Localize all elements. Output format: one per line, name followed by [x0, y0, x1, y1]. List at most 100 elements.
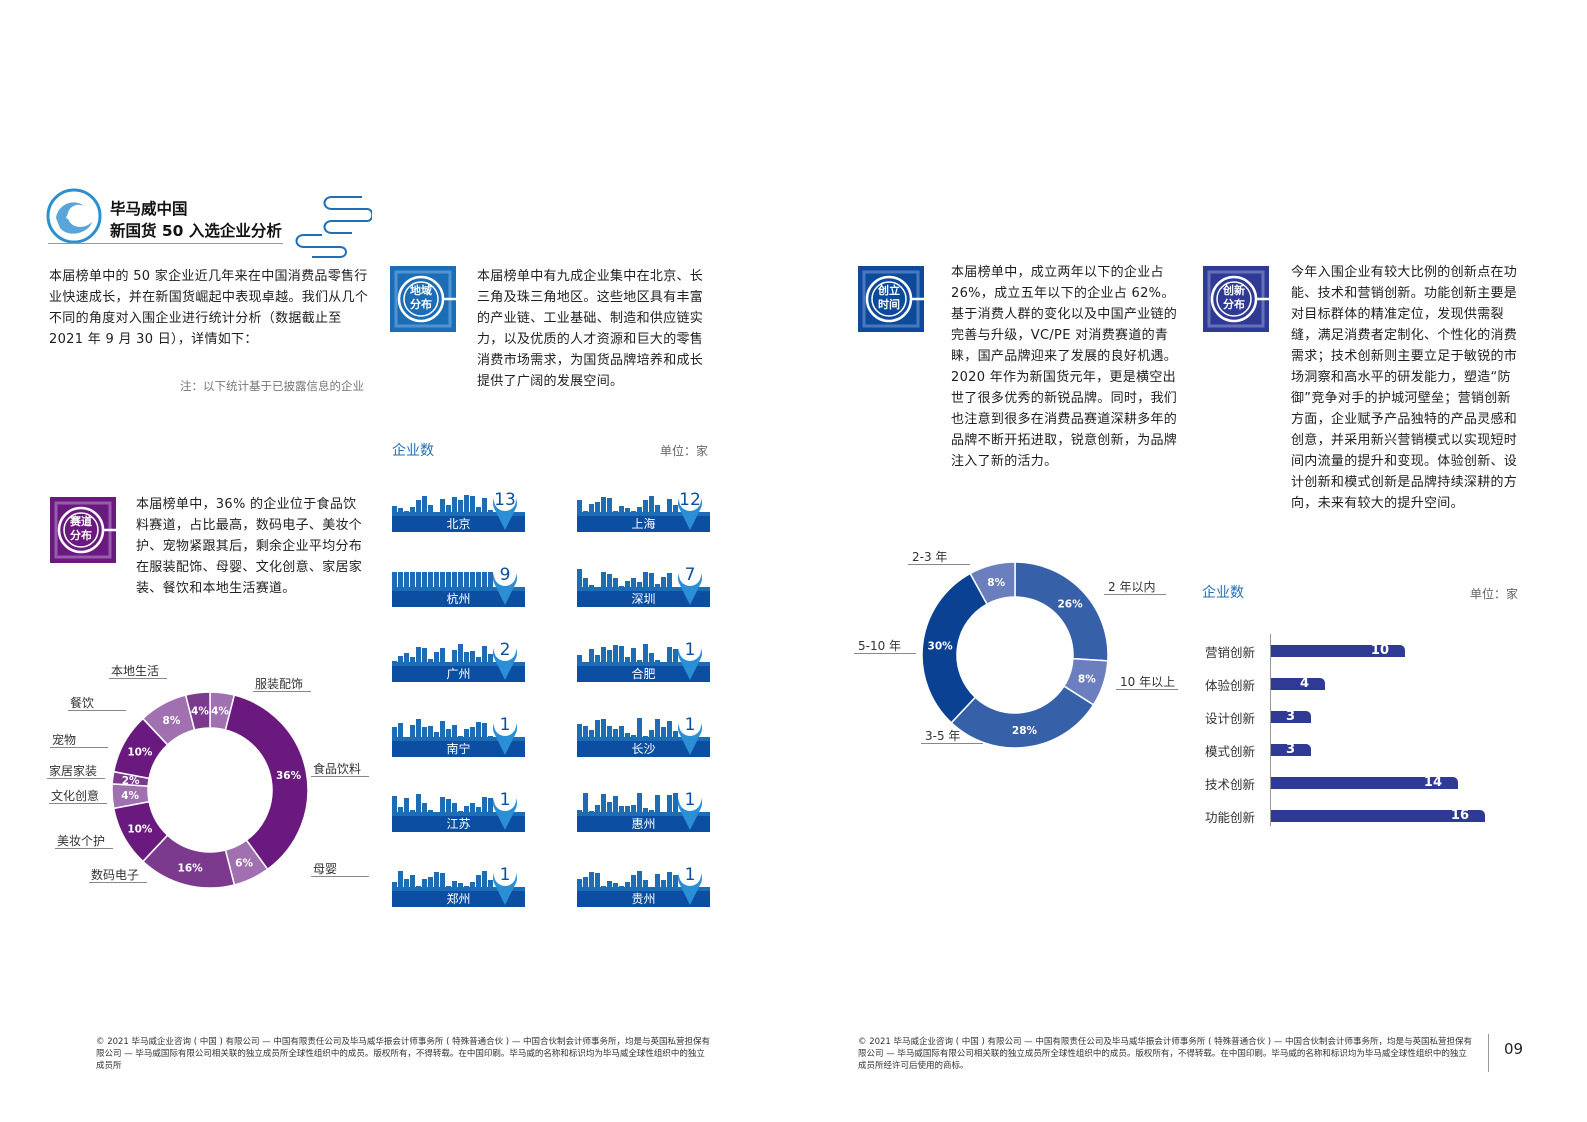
city-skyline: 上海 12 [577, 486, 710, 532]
donut-category-label: 本地生活 [111, 664, 160, 678]
skyline-icon [577, 871, 710, 891]
city-name: 合肥 [577, 666, 710, 682]
donut-slice [184, 691, 211, 731]
city-name: 广州 [392, 666, 525, 682]
city-count: 1 [684, 790, 696, 810]
innovation-chart-title: 企业数 [1202, 585, 1244, 601]
svg-text:30%: 30% [928, 641, 954, 653]
map-pin-icon [493, 789, 517, 830]
innovation-text: 今年入围企业有较大比例的创新点在功能、技术和营销创新。功能创新主要是对目标群体的… [1291, 265, 1518, 511]
skyline-icon [577, 718, 710, 741]
skyline-icon [392, 644, 525, 666]
skyline-icon [392, 794, 525, 816]
city-name: 上海 [577, 516, 710, 532]
city-skyline: 江苏 1 [392, 786, 525, 832]
svg-text:16%: 16% [178, 862, 204, 874]
intro-note: 注：以下统计基于已披露信息的企业 [180, 379, 364, 393]
city-name: 深圳 [577, 591, 710, 607]
donut-category-label: 家居家装 [49, 764, 98, 778]
svg-text:4%: 4% [121, 790, 139, 802]
city-count: 1 [499, 865, 511, 885]
city-name: 北京 [392, 516, 525, 532]
region-badge-line2: 分布 [410, 298, 432, 311]
leader-line [109, 678, 167, 679]
region-chart-title: 企业数 [392, 443, 434, 459]
donut-category-label: 餐饮 [70, 696, 95, 710]
map-pin-icon [493, 864, 517, 905]
map-pin-icon [493, 639, 517, 680]
svg-text:2%: 2% [122, 775, 140, 787]
region-badge-icon [390, 266, 456, 332]
city-skyline: 杭州 9 [392, 561, 525, 607]
header-divider [48, 243, 283, 244]
svg-text:6%: 6% [235, 857, 253, 869]
footer-left-text: © 2021 毕马威企业咨询 ( 中国 ) 有限公司 — 中国有限责任公司及毕马… [96, 1037, 711, 1071]
bar-category-label: 体验创新 [1205, 678, 1256, 693]
founding-donut-chart: 26% 8% 28% 30% 8% [920, 560, 1120, 754]
city-skyline: 北京 13 [392, 486, 525, 532]
map-pin-icon [493, 564, 517, 605]
city-skyline: 南宁 1 [392, 711, 525, 757]
city-skyline: 长沙 1 [577, 711, 710, 757]
leader-line [854, 653, 916, 654]
skyline-icon [577, 793, 710, 816]
bar: 16 [1271, 809, 1485, 822]
city-skyline: 惠州 1 [577, 786, 710, 832]
bar: 14 [1271, 776, 1458, 789]
leader-line [253, 691, 311, 692]
city-skyline: 广州 2 [392, 636, 525, 682]
leader-line [921, 743, 983, 744]
svg-text:26%: 26% [1057, 598, 1083, 610]
city-name: 长沙 [577, 741, 710, 757]
skyline-icon [392, 495, 525, 516]
map-pin-icon [678, 489, 702, 530]
donut-category-label: 2-3 年 [912, 550, 948, 564]
footer-right-text: © 2021 毕马威企业咨询 ( 中国 ) 有限公司 — 中国有限责任公司及毕马… [858, 1037, 1473, 1071]
region-badge: 地域 分布 [390, 266, 456, 332]
city-count: 2 [499, 640, 511, 660]
donut-category-label: 食品饮料 [313, 762, 362, 776]
svg-text:10%: 10% [127, 824, 153, 836]
bar: 10 [1271, 644, 1405, 657]
map-pin-icon [493, 714, 517, 755]
city-skyline: 深圳 7 [577, 561, 710, 607]
innovation-bar-chart: 营销创新 10 体验创新 4 设计创新 3 模式创新 3 技术创新 14 功能创新 16 [1200, 640, 1530, 830]
region-chart-unit: 单位：家 [660, 444, 709, 458]
svg-text:10%: 10% [127, 746, 153, 758]
skyline-icon [392, 871, 525, 891]
founding-badge-icon [858, 266, 924, 332]
leader-line [49, 803, 107, 804]
donut-category-label: 美妆个护 [57, 834, 106, 848]
city-count: 12 [679, 490, 701, 510]
skyline-icon [577, 496, 710, 516]
bar-category-label: 技术创新 [1205, 777, 1256, 792]
city-name: 杭州 [392, 591, 525, 607]
track-badge-line2: 分布 [70, 529, 92, 542]
city-name: 贵州 [577, 891, 710, 907]
donut-slice [1014, 561, 1109, 662]
leader-line [68, 710, 126, 711]
svg-text:28%: 28% [1012, 725, 1038, 737]
innovation-chart-unit: 单位：家 [1470, 587, 1519, 601]
header-title-line1: 毕马威中国 [110, 200, 188, 218]
region-text: 本届榜单中有九成企业集中在北京、长三角及珠三角地区。这些地区具有丰富的产业链、工… [477, 269, 704, 389]
city-name: 郑州 [392, 891, 525, 907]
track-donut-chart: 4% 36% 6% 16% 10% 4% 2% 10% 8% 4% [100, 680, 320, 904]
innovation-badge-line1: 创新 [1223, 284, 1245, 297]
innovation-badge: 创新 分布 [1203, 266, 1269, 332]
leader-line [1104, 594, 1166, 595]
map-pin-icon [493, 489, 517, 530]
bar-category-label: 营销创新 [1205, 645, 1256, 660]
track-badge: 赛道 分布 [50, 497, 116, 563]
founding-badge-line2: 时间 [878, 298, 900, 311]
city-skyline: 合肥 1 [577, 636, 710, 682]
map-pin-icon [678, 639, 702, 680]
founding-badge-line1: 创立 [878, 284, 900, 297]
track-badge-line1: 赛道 [70, 515, 92, 528]
map-pin-icon [678, 789, 702, 830]
bar: 3 [1271, 743, 1311, 756]
city-count: 1 [684, 640, 696, 660]
donut-category-label: 10 年以上 [1120, 675, 1176, 689]
donut-category-label: 2 年以内 [1108, 580, 1156, 594]
bar: 4 [1271, 677, 1325, 690]
